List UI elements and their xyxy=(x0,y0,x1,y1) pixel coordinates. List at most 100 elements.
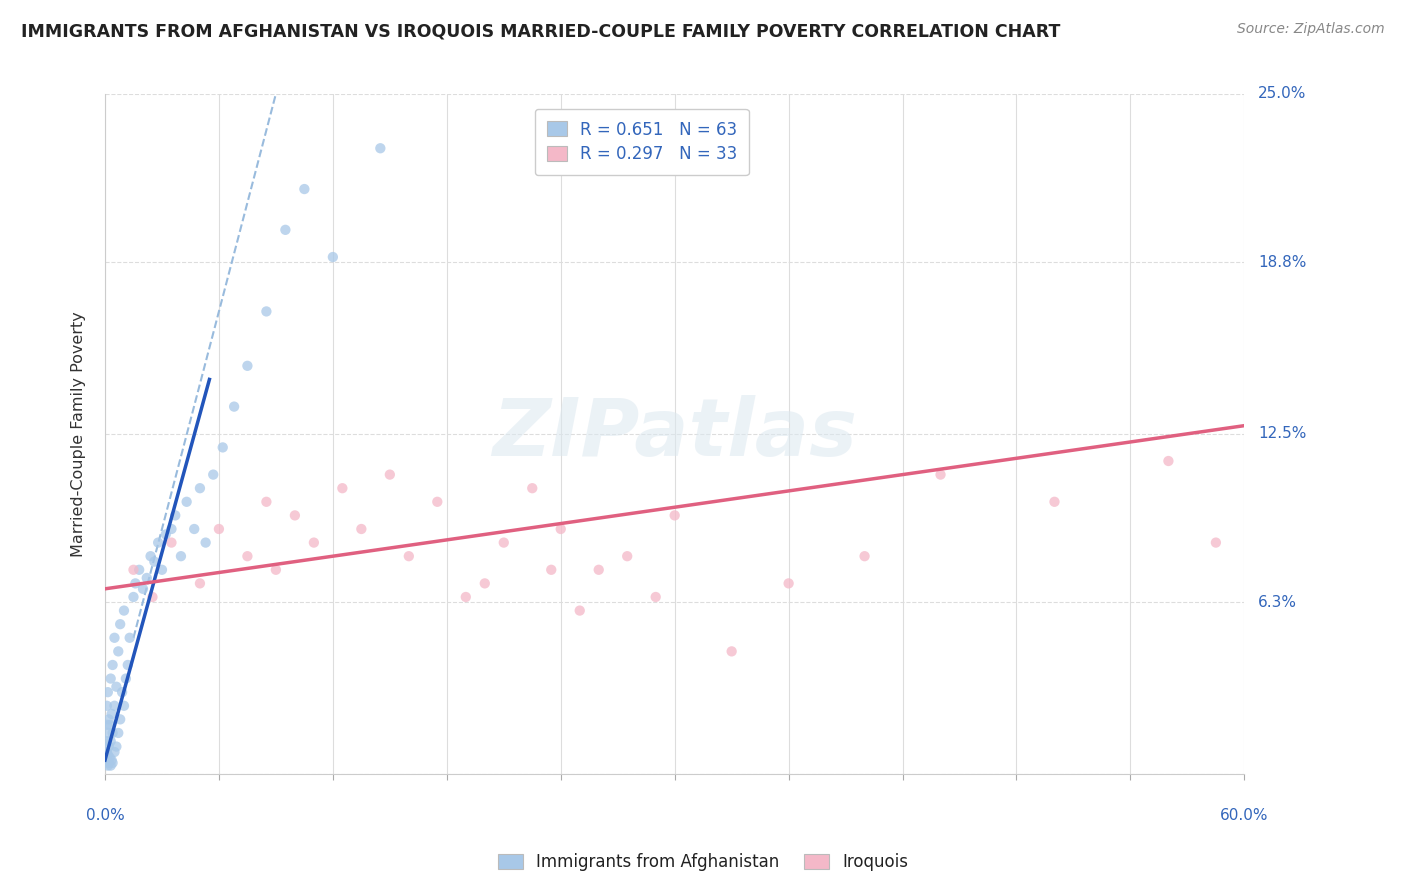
Point xyxy=(720,644,742,658)
Text: 0.0%: 0.0% xyxy=(86,808,124,823)
Point xyxy=(254,304,277,318)
Legend: R = 0.651   N = 63, R = 0.297   N = 33: R = 0.651 N = 63, R = 0.297 N = 33 xyxy=(534,109,749,175)
Point xyxy=(98,718,121,732)
Point xyxy=(224,400,246,414)
Point xyxy=(426,495,449,509)
Point xyxy=(474,576,496,591)
Point xyxy=(96,753,118,767)
Point xyxy=(101,657,124,672)
Text: 25.0%: 25.0% xyxy=(1258,87,1306,102)
Point xyxy=(143,555,166,569)
Point xyxy=(112,698,135,713)
Point xyxy=(128,563,150,577)
Point xyxy=(540,563,562,577)
Point xyxy=(350,522,373,536)
Point xyxy=(150,563,173,577)
Point xyxy=(97,726,120,740)
Point xyxy=(264,563,287,577)
Point xyxy=(124,576,146,591)
Point xyxy=(97,756,120,770)
Point xyxy=(378,467,401,482)
Point xyxy=(202,467,225,482)
Point xyxy=(107,644,129,658)
Text: ZIPatlas: ZIPatlas xyxy=(492,395,858,473)
Text: IMMIGRANTS FROM AFGHANISTAN VS IROQUOIS MARRIED-COUPLE FAMILY POVERTY CORRELATIO: IMMIGRANTS FROM AFGHANISTAN VS IROQUOIS … xyxy=(21,22,1060,40)
Point xyxy=(103,631,125,645)
Point xyxy=(322,250,344,264)
Point xyxy=(96,698,118,713)
Point xyxy=(188,481,211,495)
Point xyxy=(97,739,120,754)
Point xyxy=(97,685,120,699)
Point xyxy=(100,672,122,686)
Point xyxy=(236,359,259,373)
Point xyxy=(98,750,121,764)
Point xyxy=(254,495,277,509)
Point xyxy=(211,441,233,455)
Point xyxy=(146,535,169,549)
Point xyxy=(170,549,193,564)
Point xyxy=(108,617,131,632)
Point xyxy=(96,718,118,732)
Point xyxy=(97,712,120,726)
Point xyxy=(103,745,125,759)
Point xyxy=(208,522,231,536)
Point xyxy=(108,712,131,726)
Point xyxy=(522,481,544,495)
Point xyxy=(302,535,325,549)
Point xyxy=(664,508,686,523)
Point xyxy=(100,758,122,772)
Legend: Immigrants from Afghanistan, Iroquois: Immigrants from Afghanistan, Iroquois xyxy=(489,845,917,880)
Point xyxy=(616,549,638,564)
Point xyxy=(568,604,591,618)
Point xyxy=(96,745,118,759)
Point xyxy=(155,527,177,541)
Point xyxy=(100,734,122,748)
Point xyxy=(188,576,211,591)
Point xyxy=(97,747,120,762)
Point xyxy=(122,590,145,604)
Point xyxy=(160,522,183,536)
Point xyxy=(105,739,128,754)
Point xyxy=(115,672,138,686)
Point xyxy=(100,753,122,767)
Point xyxy=(292,182,315,196)
Point xyxy=(135,571,157,585)
Point xyxy=(1043,495,1066,509)
Text: 60.0%: 60.0% xyxy=(1220,808,1268,823)
Point xyxy=(853,549,876,564)
Point xyxy=(139,549,162,564)
Point xyxy=(160,535,183,549)
Point xyxy=(236,549,259,564)
Text: 6.3%: 6.3% xyxy=(1258,595,1298,610)
Y-axis label: Married-Couple Family Poverty: Married-Couple Family Poverty xyxy=(72,311,86,557)
Point xyxy=(132,582,155,596)
Point xyxy=(105,680,128,694)
Point xyxy=(492,535,515,549)
Point xyxy=(1157,454,1180,468)
Point xyxy=(370,141,392,155)
Point xyxy=(644,590,666,604)
Point xyxy=(118,631,141,645)
Point xyxy=(176,495,198,509)
Point xyxy=(332,481,354,495)
Point xyxy=(97,758,120,772)
Point xyxy=(778,576,800,591)
Point xyxy=(101,726,124,740)
Point xyxy=(929,467,952,482)
Point xyxy=(112,604,135,618)
Point xyxy=(100,706,122,721)
Point xyxy=(96,734,118,748)
Point xyxy=(588,563,610,577)
Point xyxy=(550,522,572,536)
Point xyxy=(107,726,129,740)
Point xyxy=(165,508,187,523)
Point xyxy=(103,698,125,713)
Point xyxy=(122,563,145,577)
Text: 18.8%: 18.8% xyxy=(1258,255,1306,270)
Point xyxy=(398,549,420,564)
Point xyxy=(1205,535,1227,549)
Point xyxy=(101,756,124,770)
Text: Source: ZipAtlas.com: Source: ZipAtlas.com xyxy=(1237,22,1385,37)
Point xyxy=(183,522,205,536)
